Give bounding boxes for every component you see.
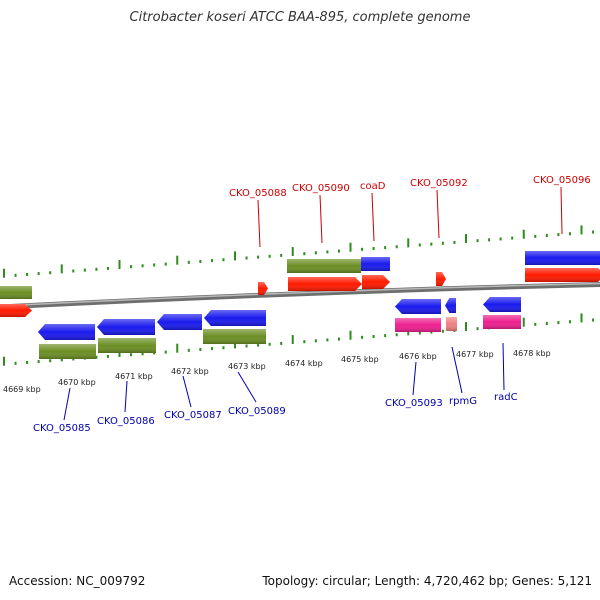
cds-arrow [97,319,155,335]
gene-label-bottom: CKO_05086 [97,416,155,427]
cds-bar [525,251,600,265]
cds-arrow [288,277,362,291]
cds-arrow [525,268,600,282]
cds-arrow [204,310,266,326]
label-connector [560,186,563,235]
label-connector [182,375,192,408]
gene-label-bottom: rpmG [449,396,477,407]
accession-text: Accession: NC_009792 [9,574,146,588]
label-connector [502,342,505,391]
label-connector [319,194,323,244]
label-connector [124,380,128,413]
gene-bar [203,329,266,344]
outer-tick-ring [3,225,595,278]
gene-labels: CKO_05088 CKO_05090 coaD CKO_05092 CKO_05096… [33,175,591,434]
scale-label: 4676 kbp [399,352,437,361]
gene-bar [98,338,156,353]
scale-label: 4674 kbp [285,359,323,368]
cds-arrow [38,324,95,340]
scale-label: 4678 kbp [513,349,551,358]
cds-arrow [0,304,32,317]
gene-label-bottom: CKO_05085 [33,423,91,434]
label-connector [412,361,417,396]
label-connector [257,199,261,248]
rna-bar [395,318,441,332]
gene-label-top: CKO_05096 [533,175,591,186]
scale-label: 4675 kbp [341,355,379,364]
cds-arrow [395,299,441,314]
feature-track [0,251,600,359]
map-title: Citrobacter koseri ATCC BAA-895, complet… [129,10,471,25]
scale-label: 4669 kbp [3,385,41,394]
label-connector [371,192,375,242]
cds-arrow [362,275,390,289]
cds-arrow [436,272,446,286]
gene-label-top: CKO_05088 [229,188,287,199]
scale-label: 4677 kbp [456,350,494,359]
gene-label-top: CKO_05092 [410,178,468,189]
gene-bar [287,259,361,273]
genome-backbone [0,282,600,310]
cds-arrow [157,314,202,330]
label-connector [63,387,71,421]
scale-labels: 4669 kbp 4670 kbp 4671 kbp 4672 kbp 4673 kbp… [3,349,551,394]
label-connector [436,189,440,239]
genome-summary-text: Topology: circular; Length: 4,720,462 bp… [262,574,592,588]
gene-label-top: coaD [360,181,386,192]
label-connectors [63,186,563,421]
scale-label: 4671 kbp [115,372,153,381]
label-connector [451,346,463,394]
cds-arrow [258,282,268,295]
gene-bar [0,286,32,299]
scale-label: 4673 kbp [228,362,266,371]
gene-label-top: CKO_05090 [292,183,350,194]
gene-label-bottom: radC [494,392,518,403]
rna-bar [446,317,457,331]
cds-bar [361,257,390,271]
cds-arrow [445,298,456,313]
gene-bar [39,344,96,359]
scale-label: 4670 kbp [58,378,96,387]
label-connector [237,371,257,403]
cds-arrow [483,297,521,312]
scale-label: 4672 kbp [171,367,209,376]
gene-label-bottom: CKO_05089 [228,406,286,417]
backbone-highlight [0,282,600,307]
backbone-line [0,282,600,310]
rna-bar [483,315,521,329]
gene-label-bottom: CKO_05093 [385,398,443,409]
gene-label-bottom: CKO_05087 [164,410,222,421]
